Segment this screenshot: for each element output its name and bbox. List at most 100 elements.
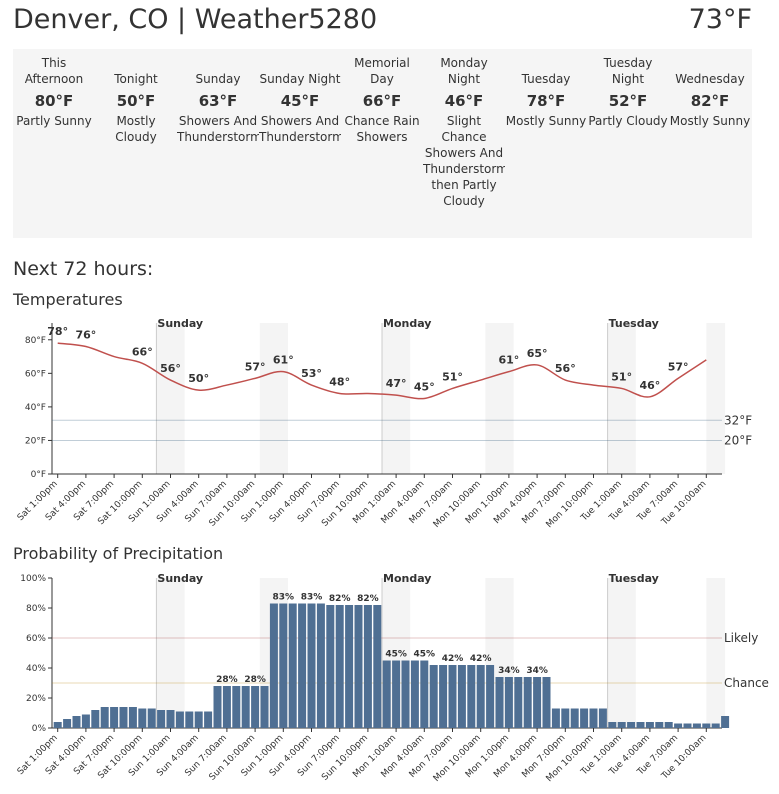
bar <box>241 686 250 728</box>
bar <box>392 660 401 728</box>
bar <box>138 708 147 728</box>
bar <box>326 605 335 728</box>
period-description: Mostly Sunny <box>505 114 587 128</box>
bar <box>100 707 109 728</box>
shade-band <box>485 323 514 474</box>
period-name: Sunday <box>195 72 241 86</box>
bar <box>655 722 664 728</box>
data-label: 42% <box>442 654 464 664</box>
bar <box>561 708 570 728</box>
bar <box>316 603 325 728</box>
bar <box>495 677 504 728</box>
bar <box>128 707 137 728</box>
bar <box>476 665 485 728</box>
bar <box>354 605 363 728</box>
section-title: Next 72 hours: <box>13 258 154 280</box>
bar <box>439 665 448 728</box>
data-label: 51° <box>611 370 632 383</box>
bar <box>166 710 175 728</box>
data-label: 82% <box>329 594 351 604</box>
bar <box>627 722 636 728</box>
y-tick-label: 60°F <box>25 369 46 379</box>
bar <box>345 605 354 728</box>
day-label: Monday <box>383 572 431 585</box>
chart-title: Temperatures <box>12 290 123 309</box>
bar <box>373 605 382 728</box>
data-label: 47° <box>386 377 407 390</box>
period-temp: 50°F <box>116 92 156 110</box>
y-tick-label: 100% <box>20 574 46 584</box>
bar <box>307 603 316 728</box>
bar <box>683 723 692 728</box>
forecast-period: Tuesday 78°F Mostly Sunny <box>505 49 587 238</box>
bar <box>448 665 457 728</box>
bar <box>664 722 673 728</box>
period-name: Memorial Day <box>354 56 410 86</box>
data-label: 82% <box>357 594 379 604</box>
bar <box>157 710 166 728</box>
period-temp: 63°F <box>198 92 238 110</box>
shade-band <box>156 578 185 728</box>
bar <box>147 708 156 728</box>
reference-label: Chance <box>724 676 769 690</box>
period-temp: 78°F <box>526 92 566 110</box>
day-label: Monday <box>383 317 431 330</box>
data-label: 57° <box>668 360 689 373</box>
temperature-line <box>57 342 707 400</box>
data-label: 56° <box>555 362 576 375</box>
bar <box>72 716 81 728</box>
period-temp: 46°F <box>444 92 484 110</box>
shade-band <box>706 323 726 474</box>
bar <box>589 708 598 728</box>
data-label: 51° <box>442 370 463 383</box>
bar <box>185 711 194 728</box>
bar <box>91 710 100 728</box>
day-label: Sunday <box>157 317 203 330</box>
bar <box>580 708 589 728</box>
period-description: Partly Sunny <box>16 114 92 128</box>
bar <box>363 605 372 728</box>
y-tick-label: 20% <box>26 694 46 704</box>
current-temp: 73°F <box>688 4 752 35</box>
reference-label: Likely <box>724 631 758 645</box>
shade-band <box>706 578 726 728</box>
day-label: Sunday <box>157 572 203 585</box>
forecast-period: Sunday 63°F Showers And Thunderstorms <box>177 49 259 238</box>
bar <box>617 722 626 728</box>
bar <box>110 707 119 728</box>
bar <box>551 708 560 728</box>
day-label: Tuesday <box>609 317 659 330</box>
data-label: 34% <box>526 666 548 676</box>
bar <box>232 686 241 728</box>
bar <box>175 711 184 728</box>
bar <box>194 711 203 728</box>
data-label: 83% <box>301 593 323 603</box>
reference-label: 20°F <box>724 433 752 447</box>
period-temp: 45°F <box>280 92 320 110</box>
shade-band <box>156 323 185 474</box>
data-label: 28% <box>244 675 266 685</box>
data-label: 45% <box>385 650 407 660</box>
period-description: Showers And Thunderstorms <box>259 114 341 144</box>
bar <box>269 603 278 728</box>
data-label: 78° <box>47 325 68 338</box>
forecast-period: This Afternoon 80°F Partly Sunny <box>13 49 95 238</box>
bar <box>608 722 617 728</box>
data-label: 48° <box>329 375 350 388</box>
y-tick-label: 40% <box>26 664 46 674</box>
bar <box>702 723 711 728</box>
data-label: 50° <box>188 372 209 385</box>
data-label: 28% <box>216 675 238 685</box>
period-name: Wednesday <box>675 72 745 86</box>
forecast-period: Tonight 50°F Mostly Cloudy <box>95 49 177 238</box>
bar <box>204 711 213 728</box>
bar <box>570 708 579 728</box>
bar <box>382 660 391 728</box>
data-label: 61° <box>273 354 294 367</box>
period-temp: 80°F <box>34 92 74 110</box>
bar <box>514 677 523 728</box>
shade-band <box>259 323 288 474</box>
data-label: 45% <box>414 650 436 660</box>
